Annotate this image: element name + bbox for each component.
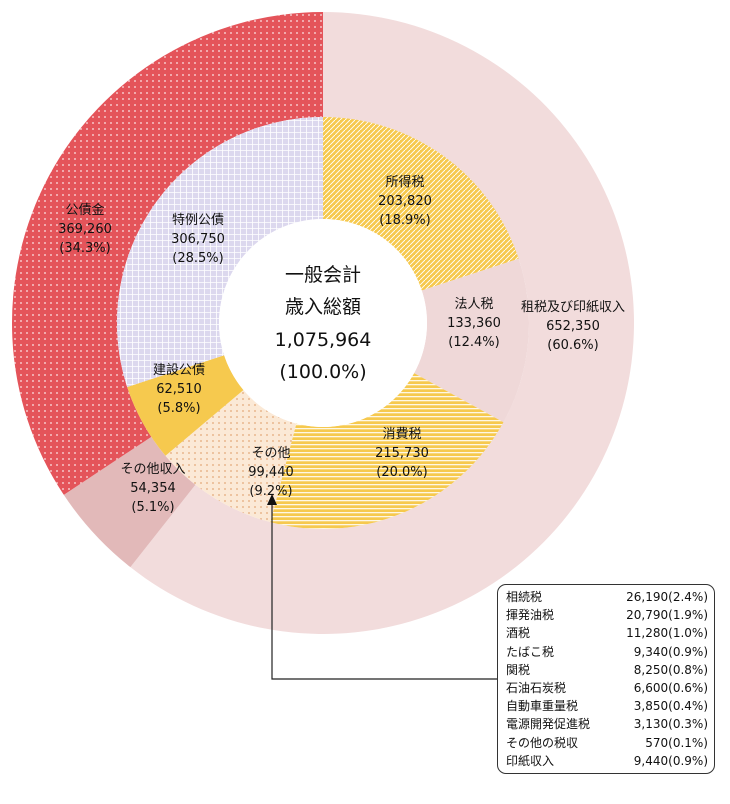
label-outer-0-line-2: (60.6%) (547, 338, 598, 353)
breakdown-row: 自動車重量税 3,850(0.4%) (506, 697, 708, 715)
label-inner-1-line-2: (12.4%) (448, 335, 499, 350)
label-inner-3: その他 99,440 (9.2%) (248, 446, 294, 499)
breakdown-name: 印紙収入 (506, 753, 555, 768)
breakdown-name: 関税 (506, 662, 531, 677)
breakdown-name: 相続税 (506, 590, 543, 604)
breakdown-row: たばこ税 9,340(0.9%) (506, 643, 708, 661)
label-inner-1-line-0: 法人税 (454, 297, 493, 312)
breakdown-row: 印紙収入 9,440(0.9%) (506, 752, 708, 770)
label-inner-0-line-1: 203,820 (378, 194, 432, 209)
label-outer-2: 公債金 369,260 (34.3%) (58, 202, 112, 256)
inner-slice-pattern-5 (117, 117, 324, 387)
breakdown-value: 26,190(2.4%) (626, 590, 708, 604)
breakdown-value: 3,850(0.4%) (633, 699, 708, 714)
breakdown-row: 酒税 11,280(1.0%) (506, 624, 708, 642)
center-label: 一般会計 歳入総額 1,075,964 (100.0%) (275, 264, 372, 383)
breakdown-name: たばこ税 (506, 644, 555, 659)
center-line-1: 一般会計 (285, 264, 361, 286)
label-outer-0-line-0: 租税及び印紙収入 (521, 300, 625, 315)
outer-slice-pattern-2 (11, 11, 323, 495)
center-total-percent: (100.0%) (279, 361, 366, 383)
label-inner-2-line-0: 消費税 (382, 427, 421, 442)
breakdown-row: 関税 8,250(0.8%) (506, 661, 708, 679)
outer-slice-1 (63, 436, 196, 568)
label-outer-1-line-0: その他収入 (120, 462, 185, 477)
label-inner-4-line-2: (5.8%) (157, 401, 200, 416)
outer-slice-0 (130, 12, 634, 634)
label-outer-1-line-2: (5.1%) (131, 500, 174, 515)
label-outer-0: 租税及び印紙収入 652,350 (60.6%) (521, 300, 625, 353)
label-inner-1: 法人税 133,360 (12.4%) (447, 297, 501, 350)
label-inner-3-line-0: その他 (251, 446, 290, 461)
breakdown-value: 9,440(0.9%) (633, 753, 708, 768)
inner-ring (117, 117, 529, 529)
label-inner-0: 所得税 203,820 (18.9%) (378, 174, 432, 228)
slice-labels: 租税及び印紙収入 652,350 (60.6%) その他収入 54,354 (5.1%) 公… (58, 174, 625, 515)
label-outer-2-line-2: (34.3%) (59, 241, 110, 256)
label-inner-5-line-0: 特例公債 (172, 213, 224, 228)
center-total-value: 1,075,964 (275, 329, 372, 351)
label-inner-4-line-0: 建設公債 (153, 362, 205, 378)
inner-slice-4 (127, 355, 244, 456)
label-inner-5-line-1: 306,750 (171, 232, 225, 247)
breakdown-name: 電源開発促進税 (506, 717, 591, 732)
label-inner-2: 消費税 215,730 (20.0%) (375, 427, 429, 480)
inner-slice-pattern-0 (323, 117, 519, 291)
label-inner-0-line-0: 所得税 (385, 174, 424, 190)
label-inner-2-line-1: 215,730 (375, 446, 429, 461)
breakdown-value: 11,280(1.0%) (626, 626, 708, 641)
breakdown-value: 6,600(0.6%) (633, 680, 708, 695)
breakdown-row: その他の税収 570(0.1%) (506, 734, 708, 752)
breakdown-name: その他の税収 (506, 735, 579, 750)
breakdown-row: 相続税 26,190(2.4%) (506, 588, 708, 606)
breakdown-name: 酒税 (506, 626, 531, 641)
label-inner-3-line-2: (9.2%) (249, 484, 292, 499)
breakdown-connector-line (271, 502, 497, 680)
inner-slice-1 (414, 258, 529, 423)
label-outer-2-line-1: 369,260 (58, 222, 112, 237)
label-outer-1: その他収入 54,354 (5.1%) (120, 462, 185, 515)
breakdown-name: 自動車重量税 (506, 699, 579, 714)
breakdown-row: 石油石炭税 6,600(0.6%) (506, 679, 708, 697)
breakdown-name: 石油石炭税 (506, 680, 567, 695)
label-inner-1-line-1: 133,360 (447, 316, 501, 331)
breakdown-name: 揮発油税 (506, 608, 555, 623)
outer-ring (11, 11, 634, 634)
label-inner-4-line-1: 62,510 (156, 382, 202, 397)
breakdown-value: 20,790(1.9%) (626, 608, 708, 623)
label-outer-0-line-1: 652,350 (546, 319, 600, 334)
label-inner-2-line-2: (20.0%) (376, 465, 427, 480)
label-outer-2-line-0: 公債金 (65, 202, 104, 218)
breakdown-value: 9,340(0.9%) (633, 644, 708, 659)
breakdown-value: 3,130(0.3%) (633, 717, 708, 732)
center-hole (219, 219, 427, 427)
label-inner-0-line-2: (18.9%) (379, 213, 430, 228)
breakdown-value: 8,250(0.8%) (633, 662, 708, 677)
breakdown-row: 揮発油税 20,790(1.9%) (506, 606, 708, 624)
breakdown-row: 電源開発促進税 3,130(0.3%) (506, 715, 708, 733)
inner-slice-pattern-2 (270, 373, 504, 529)
center-line-2: 歳入総額 (285, 296, 361, 318)
breakdown-box: 相続税 26,190(2.4%) 揮発油税 20,790(1.9%) 酒税 11,280(… (497, 584, 715, 774)
label-inner-5-line-2: (28.5%) (172, 251, 223, 266)
breakdown-connector-arrowhead (267, 494, 277, 505)
label-inner-3-line-1: 99,440 (248, 465, 294, 480)
inner-slice-pattern-3 (165, 390, 297, 523)
label-inner-4: 建設公債 62,510 (5.8%) (153, 362, 205, 416)
label-inner-5: 特例公債 306,750 (28.5%) (171, 213, 225, 266)
breakdown-value: 570(0.1%) (645, 735, 708, 750)
label-outer-1-line-1: 54,354 (130, 481, 176, 496)
